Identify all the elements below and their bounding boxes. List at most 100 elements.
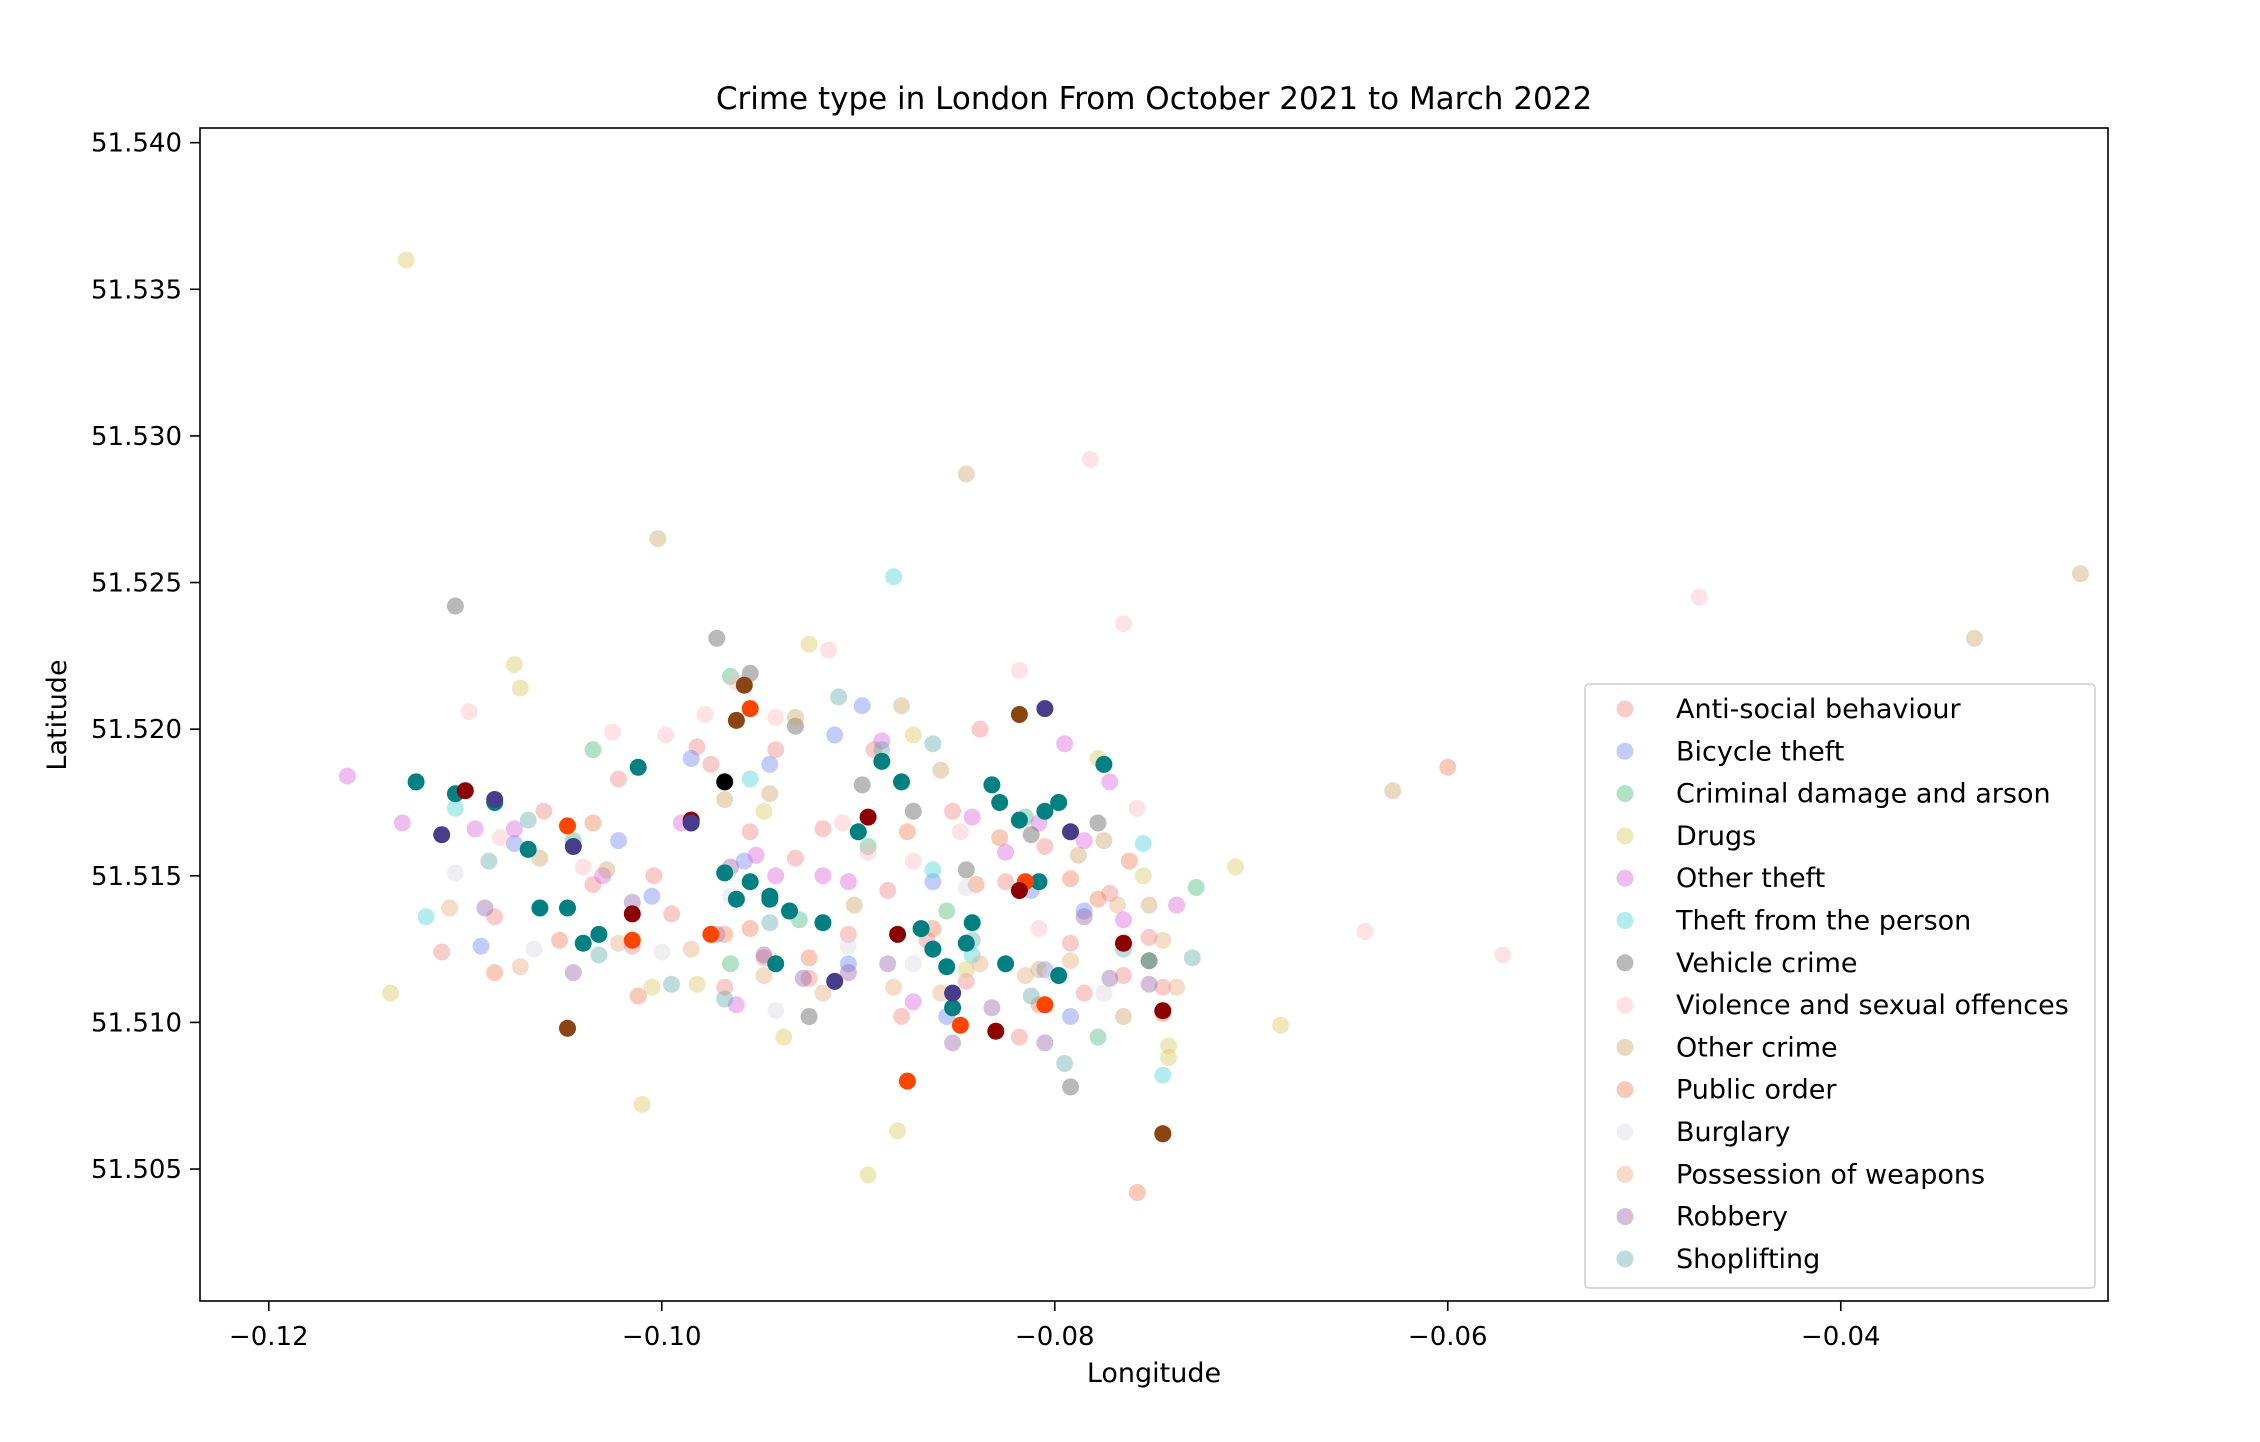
data-point <box>944 802 962 820</box>
data-point <box>393 814 411 832</box>
data-point <box>938 958 956 976</box>
data-point <box>531 849 549 867</box>
data-point <box>486 908 504 926</box>
data-point <box>1140 928 1158 946</box>
data-point <box>657 726 675 744</box>
data-point <box>1272 1016 1290 1034</box>
legend-marker <box>1616 1038 1634 1056</box>
data-point <box>775 1028 793 1046</box>
data-point <box>1062 1008 1079 1025</box>
data-point <box>492 829 510 847</box>
data-point <box>1115 1008 1132 1025</box>
data-point <box>1010 662 1028 679</box>
data-point <box>1010 811 1028 829</box>
data-point <box>761 785 779 803</box>
data-point <box>767 1002 785 1020</box>
data-point <box>653 943 671 961</box>
data-point <box>722 955 739 973</box>
data-point <box>1036 802 1054 820</box>
data-point <box>904 993 922 1011</box>
chart-title: Crime type in London From October 2021 t… <box>716 81 1592 117</box>
data-point <box>486 791 504 808</box>
data-point <box>663 975 681 993</box>
data-point <box>382 984 400 1002</box>
data-point <box>1128 799 1146 817</box>
data-point <box>741 823 759 841</box>
data-point <box>924 920 942 938</box>
data-point <box>559 817 576 835</box>
data-point <box>859 1166 877 1184</box>
data-point <box>741 770 759 788</box>
data-point <box>1056 1055 1074 1072</box>
data-point <box>696 706 714 723</box>
data-point <box>983 776 1001 794</box>
data-point <box>584 876 602 894</box>
series-5 <box>417 568 1172 1084</box>
data-point <box>1154 1125 1172 1143</box>
legend-label: Robbery <box>1676 1202 1788 1233</box>
y-tick-label: 51.535 <box>91 275 182 305</box>
data-point <box>963 808 981 826</box>
legend-label: Drugs <box>1676 821 1756 852</box>
data-point <box>460 703 478 721</box>
data-point <box>338 767 356 785</box>
data-point <box>879 882 897 899</box>
data-point <box>446 799 464 817</box>
data-point <box>944 1034 962 1052</box>
data-point <box>904 726 922 744</box>
data-point <box>1062 934 1079 952</box>
data-point <box>716 864 734 882</box>
data-point <box>967 876 985 894</box>
data-point <box>1075 902 1093 920</box>
data-point <box>623 893 641 911</box>
data-point <box>814 867 832 885</box>
data-point <box>574 858 592 876</box>
data-point <box>441 899 459 917</box>
data-point <box>898 1072 916 1090</box>
data-point <box>1128 1184 1146 1201</box>
y-tick-label: 51.540 <box>91 129 182 159</box>
data-point <box>1095 832 1113 850</box>
data-point <box>519 811 537 829</box>
data-point <box>1050 967 1068 984</box>
data-point <box>716 791 734 808</box>
data-point <box>834 814 851 832</box>
data-point <box>1081 450 1099 468</box>
series-15 <box>559 700 1172 1143</box>
data-point <box>629 987 647 1005</box>
data-point <box>1168 978 1186 996</box>
data-point <box>932 984 950 1002</box>
data-point <box>1101 773 1119 791</box>
data-point <box>957 879 975 896</box>
data-point <box>397 251 415 269</box>
data-point <box>1160 1049 1178 1067</box>
legend-marker <box>1616 954 1634 972</box>
data-point <box>1187 879 1205 896</box>
data-point <box>446 864 464 882</box>
data-point <box>1115 911 1132 929</box>
data-point <box>486 964 504 982</box>
data-point <box>1134 867 1152 885</box>
data-point <box>820 641 838 659</box>
data-point <box>525 940 543 958</box>
data-point <box>716 978 734 996</box>
data-point <box>564 964 582 982</box>
data-point <box>1140 896 1158 914</box>
legend-box <box>1584 683 2096 1289</box>
data-point <box>1140 952 1158 970</box>
data-point <box>859 808 877 826</box>
data-point <box>594 867 612 885</box>
data-point <box>604 723 622 741</box>
data-point <box>761 755 779 773</box>
legend-marker <box>1616 1165 1634 1183</box>
data-point <box>559 1019 576 1037</box>
data-point <box>1089 1028 1107 1046</box>
data-point <box>716 990 734 1008</box>
data-point <box>682 814 700 832</box>
data-point <box>1109 896 1127 914</box>
data-point <box>904 955 922 973</box>
y-tick-label: 51.530 <box>91 422 182 452</box>
data-point <box>814 984 832 1002</box>
